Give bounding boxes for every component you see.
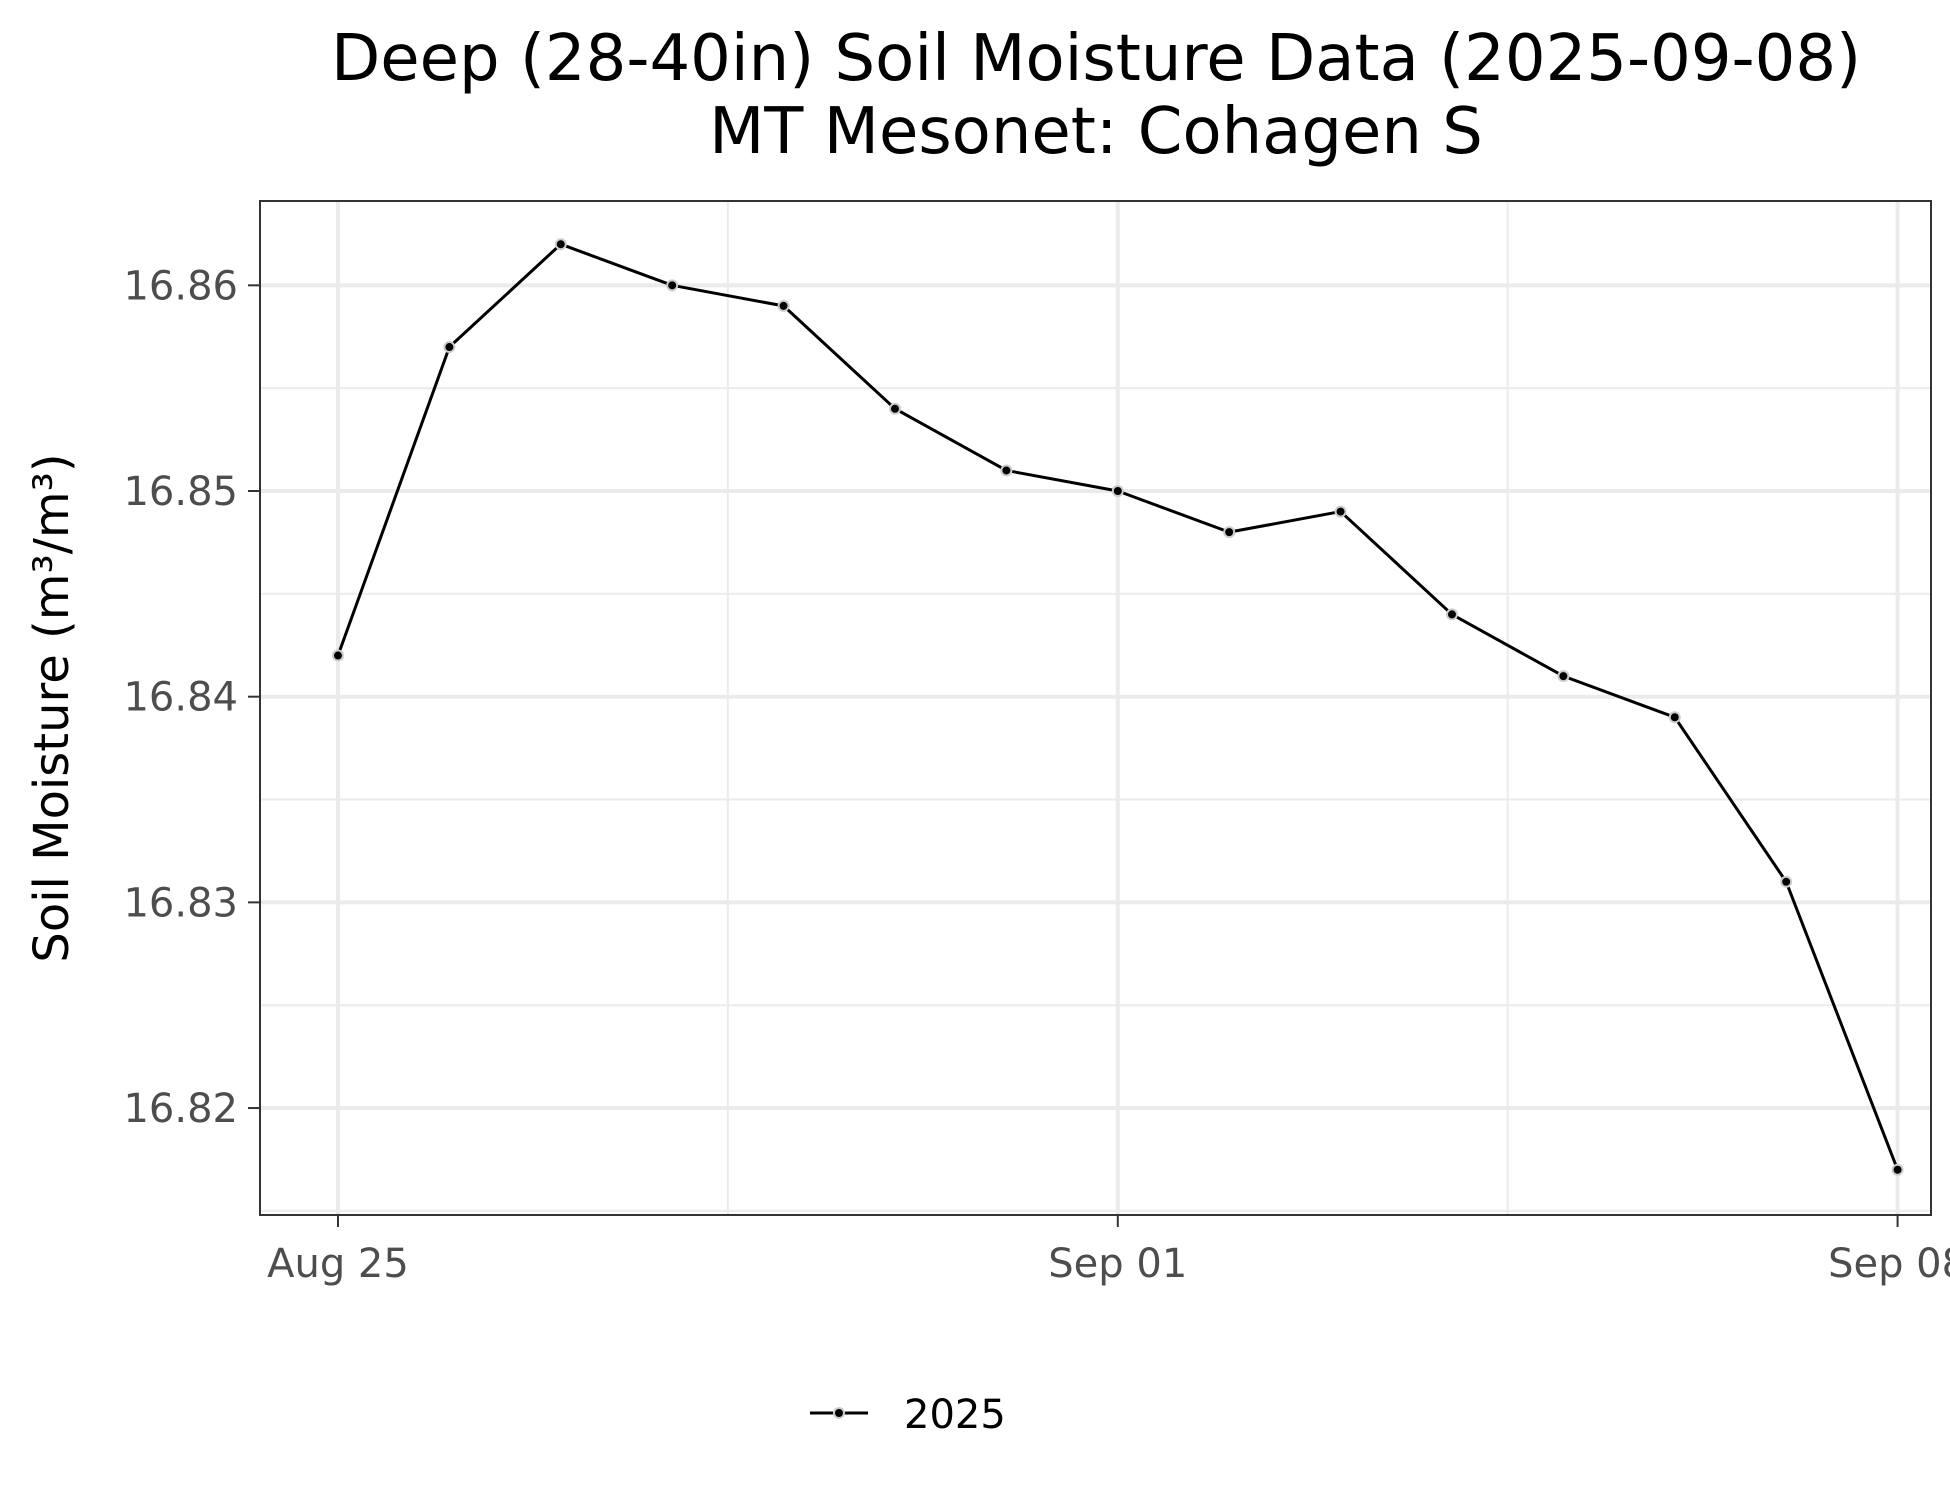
x-tick-label: Aug 25 — [267, 1241, 409, 1287]
grid-lines — [260, 201, 1931, 1215]
y-tick-label: 16.83 — [123, 880, 238, 926]
y-axis: 16.82 16.83 16.84 16.85 16.86 — [123, 263, 260, 1132]
data-point — [1557, 670, 1570, 683]
legend: 2025 — [810, 1392, 1006, 1438]
y-tick-label: 16.84 — [123, 675, 238, 721]
x-tick-label: Sep 08 — [1828, 1241, 1950, 1287]
data-point — [331, 649, 344, 662]
data-point — [666, 279, 679, 292]
data-point — [1668, 711, 1681, 724]
data-point — [1334, 505, 1347, 518]
plot-border — [259, 200, 1932, 1216]
data-point — [554, 238, 567, 251]
data-point — [1000, 464, 1013, 477]
x-axis: Aug 25 Sep 01 Sep 08 — [267, 1215, 1950, 1287]
data-point — [888, 402, 901, 415]
data-point — [1445, 608, 1458, 621]
data-point — [1780, 875, 1793, 888]
chart-title: Deep (28-40in) Soil Moisture Data (2025-… — [331, 22, 1861, 96]
legend-key-point — [833, 1407, 845, 1419]
series-layer — [331, 238, 1904, 1176]
data-point — [1111, 485, 1124, 498]
plot-panel — [260, 201, 1931, 1215]
x-tick-label: Sep 01 — [1048, 1241, 1187, 1287]
y-tick-label: 16.85 — [123, 469, 238, 515]
y-tick-label: 16.86 — [123, 263, 238, 309]
data-point — [1223, 526, 1236, 539]
chart-subtitle: MT Mesonet: Cohagen S — [709, 95, 1483, 169]
legend-label-2025: 2025 — [904, 1392, 1006, 1438]
y-axis-title: Soil Moisture (m³/m³) — [24, 453, 80, 962]
data-point — [1891, 1163, 1904, 1176]
data-point — [443, 341, 456, 354]
y-tick-label: 16.82 — [123, 1086, 238, 1132]
data-point — [777, 299, 790, 312]
